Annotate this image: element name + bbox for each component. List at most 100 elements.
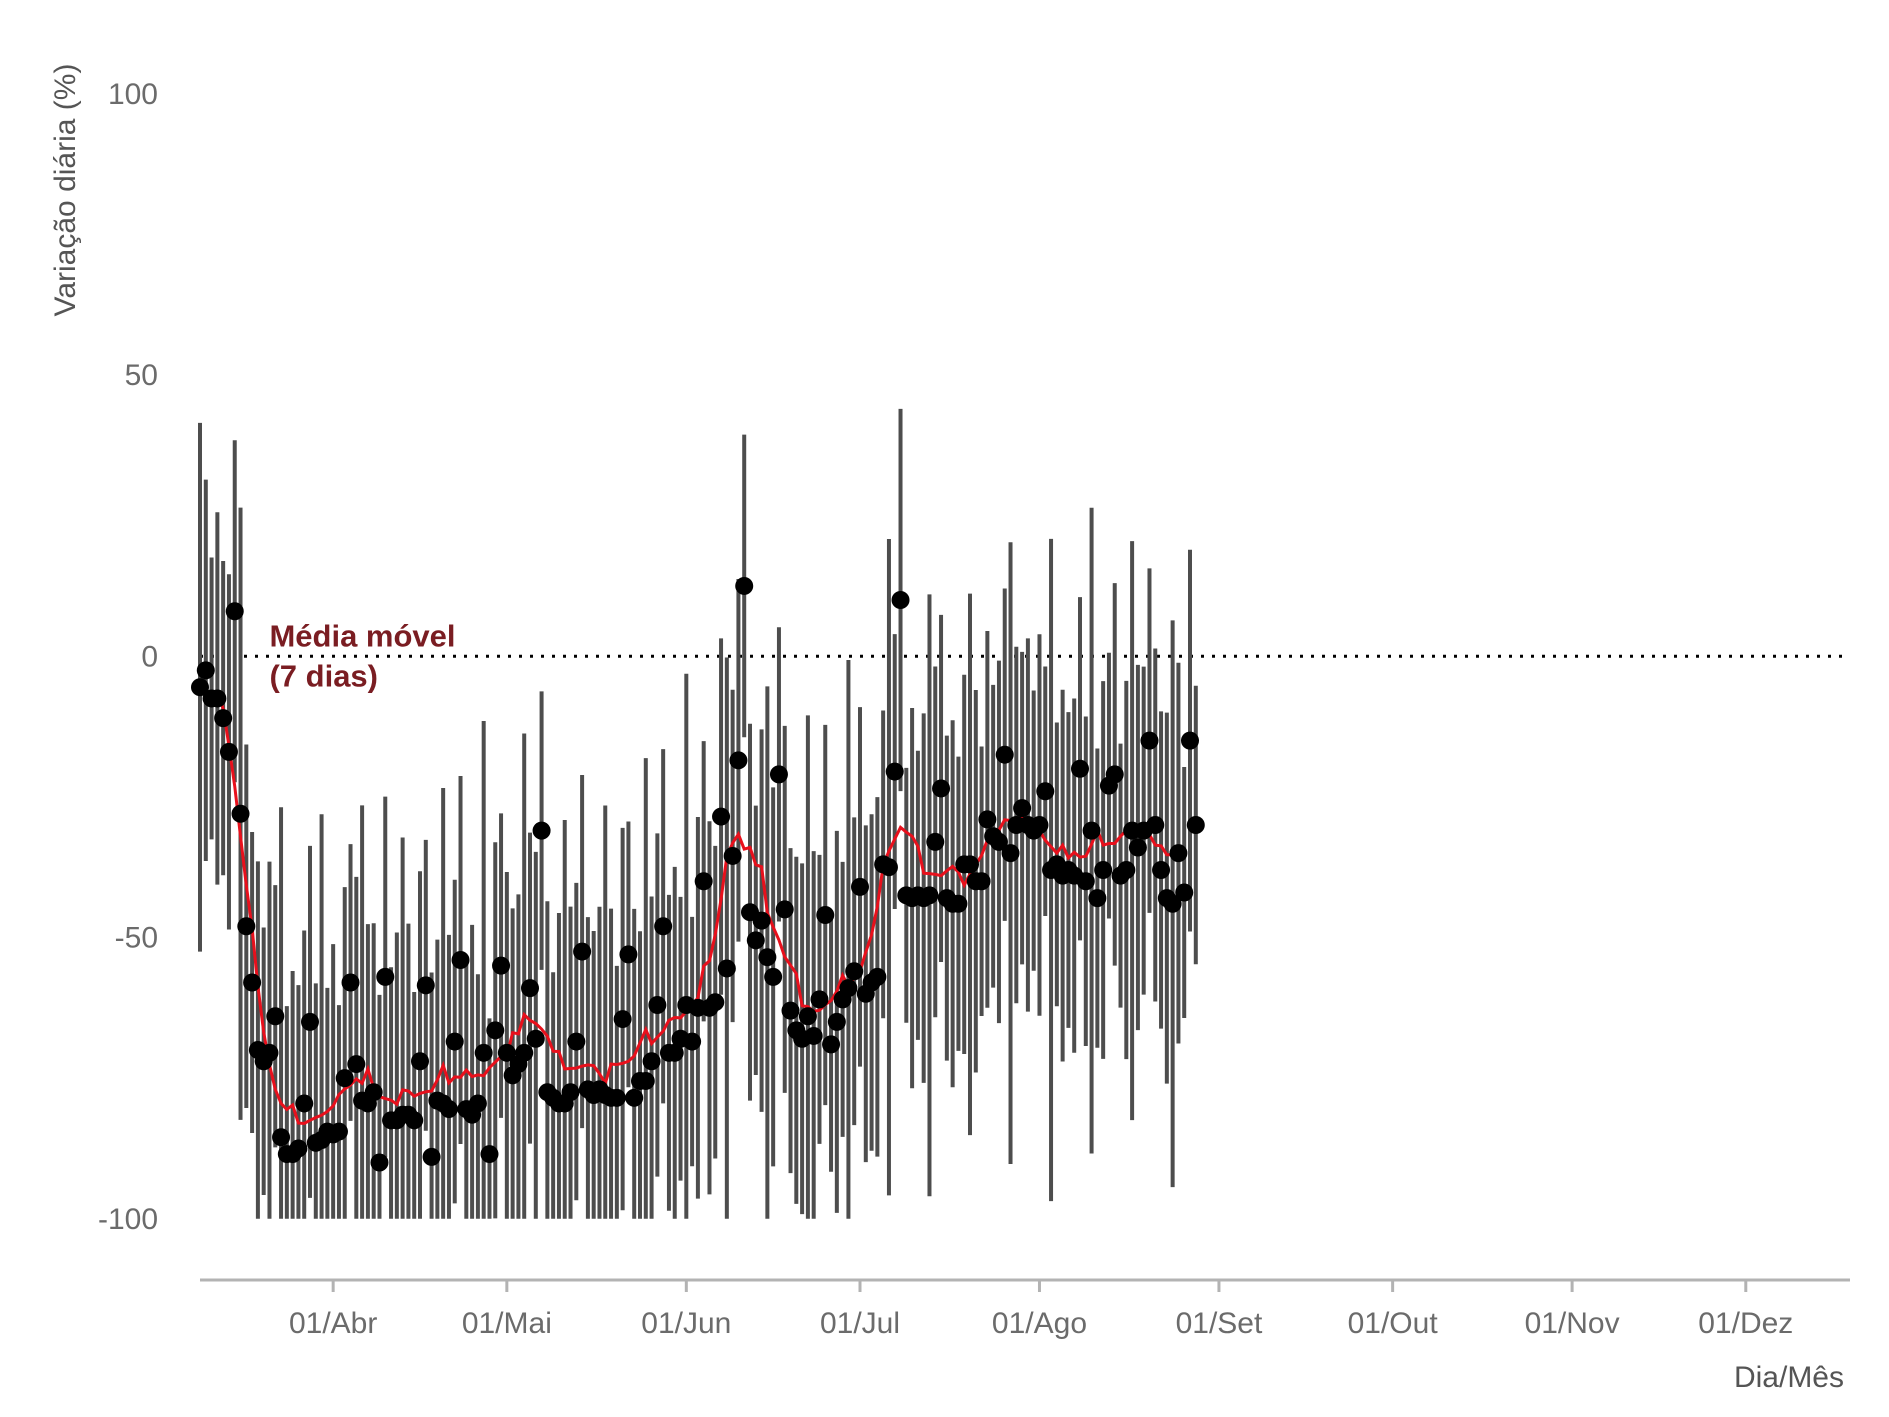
x-tick-label: 01/Abr xyxy=(289,1307,377,1340)
data-point xyxy=(1094,861,1113,879)
data-point xyxy=(845,962,864,981)
data-point xyxy=(642,1052,661,1071)
data-point xyxy=(932,779,951,798)
data-point xyxy=(208,689,227,708)
data-point xyxy=(289,1139,308,1158)
data-point xyxy=(411,1052,429,1071)
x-tick-label: 01/Dez xyxy=(1698,1307,1793,1340)
data-point xyxy=(683,1032,702,1051)
data-point xyxy=(237,917,256,936)
data-point xyxy=(480,1145,499,1164)
data-point xyxy=(266,1007,285,1026)
data-point xyxy=(694,872,713,891)
error-bars xyxy=(198,408,1198,1219)
x-axis: 01/Abr 01/Mai 01/Jun 01/Jul 01/Ago 01/Set 01/O… xyxy=(200,1278,1850,1340)
data-point xyxy=(1013,799,1032,818)
data-point xyxy=(926,832,945,851)
data-point xyxy=(474,1043,493,1062)
data-point xyxy=(416,976,435,995)
data-point xyxy=(260,1043,279,1062)
data-point xyxy=(920,886,939,905)
data-point xyxy=(532,821,551,840)
data-point xyxy=(272,1128,291,1147)
data-point xyxy=(196,661,215,680)
data-point xyxy=(1152,861,1171,879)
data-point xyxy=(445,1032,464,1051)
data-point xyxy=(654,917,673,936)
data-point xyxy=(219,742,238,761)
annotation-line-1: Média móvel xyxy=(269,618,455,653)
data-point xyxy=(468,1094,487,1113)
data-point xyxy=(712,807,731,826)
data-point xyxy=(1146,816,1165,834)
x-axis-title: Dia/Mês xyxy=(1734,1361,1844,1394)
data-points xyxy=(191,576,1205,1172)
data-point xyxy=(451,951,470,969)
data-point xyxy=(1036,782,1055,801)
data-point xyxy=(752,911,771,930)
x-tick-label: 01/Out xyxy=(1348,1307,1439,1340)
data-point xyxy=(486,1021,505,1040)
data-point xyxy=(231,804,250,823)
data-point xyxy=(972,872,991,891)
y-axis: 100 50 0 -50 -100 xyxy=(98,78,158,1236)
data-point xyxy=(648,996,667,1014)
data-point xyxy=(1140,731,1159,750)
data-point xyxy=(1117,861,1136,879)
data-point xyxy=(885,762,904,781)
data-point xyxy=(497,1043,516,1062)
data-point xyxy=(607,1088,626,1107)
data-point xyxy=(364,1083,383,1102)
data-point xyxy=(949,894,968,913)
data-point xyxy=(573,942,592,961)
data-point xyxy=(961,855,979,874)
y-tick-label: -100 xyxy=(98,1203,158,1236)
data-point xyxy=(781,1001,800,1020)
data-point xyxy=(526,1029,545,1048)
data-point xyxy=(1001,844,1020,863)
data-point xyxy=(810,990,829,1009)
data-point xyxy=(295,1094,314,1113)
data-point xyxy=(822,1035,841,1054)
data-point xyxy=(1105,765,1124,784)
data-point xyxy=(301,1012,319,1031)
data-point xyxy=(422,1147,441,1166)
data-point xyxy=(1071,759,1089,778)
data-point xyxy=(1163,894,1182,913)
data-point xyxy=(735,576,754,595)
data-point xyxy=(827,1012,846,1031)
data-point xyxy=(329,1122,348,1141)
x-tick-label: 01/Set xyxy=(1176,1307,1263,1340)
data-point xyxy=(515,1043,534,1062)
data-point xyxy=(636,1071,655,1090)
x-tick-label: 01/Nov xyxy=(1525,1307,1620,1340)
data-point xyxy=(439,1100,458,1119)
data-point xyxy=(816,906,835,924)
data-point xyxy=(723,846,742,865)
y-axis-title: Variação diária (%) xyxy=(49,64,82,317)
data-point xyxy=(851,877,869,896)
data-point xyxy=(758,948,777,967)
data-point xyxy=(521,979,539,998)
data-point xyxy=(764,967,783,986)
data-point xyxy=(995,745,1014,764)
data-point xyxy=(729,751,748,770)
data-point xyxy=(706,993,725,1012)
moving-average-annotation: Média móvel (7 dias) xyxy=(269,618,464,693)
y-tick-label: 0 xyxy=(141,640,158,673)
data-point xyxy=(665,1043,684,1062)
y-tick-label: -50 xyxy=(115,922,158,955)
data-point xyxy=(839,979,858,998)
data-point xyxy=(1186,816,1205,834)
data-point xyxy=(1030,816,1049,834)
y-tick-label: 100 xyxy=(108,78,158,111)
data-point xyxy=(1082,821,1101,840)
data-point xyxy=(868,967,887,986)
data-point xyxy=(492,956,511,975)
data-point xyxy=(989,832,1008,851)
x-tick-label: 01/Mai xyxy=(462,1307,552,1340)
data-point xyxy=(746,931,765,950)
data-point xyxy=(567,1032,586,1051)
data-point xyxy=(613,1010,632,1029)
